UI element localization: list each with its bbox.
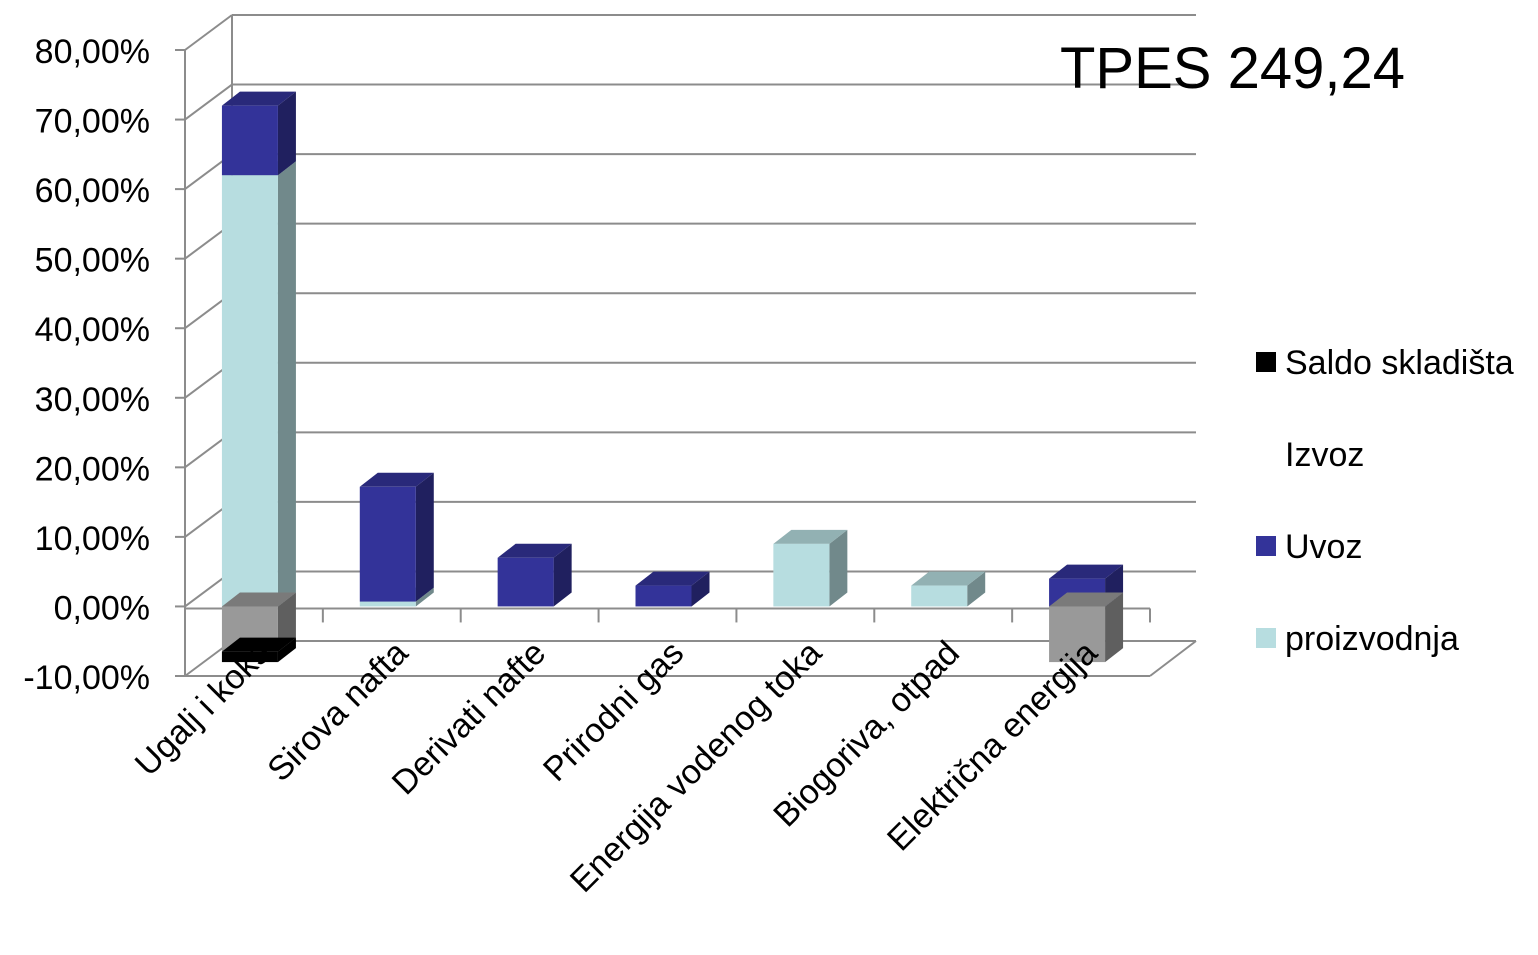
axes <box>175 49 1151 677</box>
bar-uvoz <box>497 543 572 607</box>
bar-uvoz-top <box>497 543 572 558</box>
bar-proizvodnja-front <box>221 175 278 607</box>
bar-proizvodnja-front <box>773 543 830 607</box>
bar-saldo-skladi-ta-side <box>277 637 296 663</box>
y-axis-tick-labels: -10,00% 0,00% 10,00% 20,00% 30,00% 40,00% 50,0… <box>23 33 150 697</box>
bar-proizvodnja-side <box>829 529 848 607</box>
bar-uvoz-front <box>221 105 278 176</box>
bar-izvoz-front <box>1049 606 1106 663</box>
bar-uvoz-front <box>497 557 554 607</box>
bar-proizvodnja <box>773 529 848 607</box>
legend: Saldo skladišta Izvoz Uvoz proizvodnja <box>1256 344 1514 658</box>
bar-uvoz-side <box>553 543 572 607</box>
bar-izvoz-top <box>221 592 296 607</box>
y-tick-label: 70,00% <box>35 103 150 141</box>
bar-proizvodnja-side <box>277 161 296 607</box>
bar-uvoz-side <box>415 472 434 602</box>
legend-swatch <box>1256 352 1276 372</box>
bars <box>221 91 1124 663</box>
bar-proizvodnja-side <box>967 571 986 607</box>
bar-proizvodnja-front <box>359 601 416 607</box>
legend-label: Izvoz <box>1285 436 1364 474</box>
bar-uvoz-side <box>277 91 296 176</box>
legend-label: proizvodnja <box>1285 620 1459 658</box>
bar-uvoz-top <box>1049 564 1124 579</box>
y-tick-label: 50,00% <box>35 242 150 280</box>
legend-label: Uvoz <box>1285 528 1362 566</box>
y-tick-label: 20,00% <box>35 450 150 488</box>
bar-izvoz-side <box>1105 592 1124 663</box>
bar-saldo-skladi-ta <box>221 637 296 663</box>
bar-saldo-skladi-ta-front <box>221 651 278 663</box>
bar-uvoz-front <box>635 585 692 607</box>
gridline-diagonal <box>184 14 233 51</box>
legend-item: Uvoz <box>1256 528 1362 566</box>
y-tick-label: 10,00% <box>35 520 150 558</box>
bar-uvoz-top <box>221 91 296 106</box>
gridline-diagonal <box>184 83 233 121</box>
y-tick-label: 40,00% <box>35 311 150 349</box>
bar-uvoz-top <box>359 472 434 487</box>
bar-uvoz <box>635 571 710 607</box>
y-tick-label: 0,00% <box>54 589 150 627</box>
chart-annotation: TPES 249,24 <box>1060 36 1405 101</box>
bar-proizvodnja-side <box>415 587 434 607</box>
bar-uvoz <box>221 91 296 176</box>
y-tick-label: 80,00% <box>35 33 150 71</box>
x-tick-label: Prirodni gas <box>536 634 691 789</box>
bar-uvoz-top <box>635 571 710 586</box>
legend-item: Saldo skladišta <box>1256 344 1514 382</box>
bar-izvoz-top <box>1049 592 1124 607</box>
bar-izvoz-side <box>277 592 296 652</box>
bar-uvoz-side <box>691 571 710 607</box>
y-tick-label: 60,00% <box>35 172 150 210</box>
legend-swatch <box>1256 628 1276 648</box>
bar-saldo-skladi-ta-top <box>221 637 296 652</box>
legend-swatch <box>1256 536 1276 556</box>
bar-izvoz <box>1049 592 1124 663</box>
bar-uvoz-front <box>359 486 416 602</box>
bar-proizvodnja <box>911 571 986 607</box>
x-tick-label: Energija vodenog toka <box>563 634 829 900</box>
x-tick-label: Ugalj i koks <box>128 634 278 784</box>
legend-label: Saldo skladišta <box>1285 344 1514 382</box>
floor-right-edge <box>1149 640 1197 677</box>
bar-proizvodnja-top <box>911 571 986 586</box>
legend-item: proizvodnja <box>1256 620 1459 658</box>
bar-uvoz <box>359 472 434 602</box>
bar-proizvodnja-top <box>773 529 848 544</box>
bar-proizvodnja <box>221 161 296 607</box>
y-tick-label: 30,00% <box>35 381 150 419</box>
gridlines <box>184 14 1197 677</box>
y-tick-label: -10,00% <box>23 659 150 697</box>
bar-proizvodnja-front <box>911 585 968 607</box>
legend-item: Izvoz <box>1285 436 1364 474</box>
